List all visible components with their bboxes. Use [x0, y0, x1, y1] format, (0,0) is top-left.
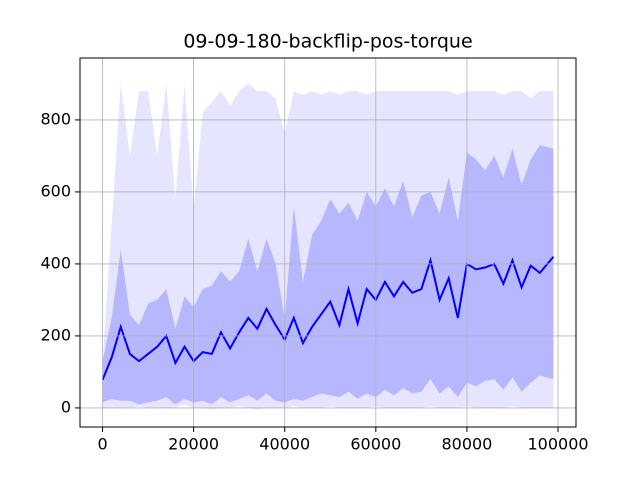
y-tick-label: 600	[40, 181, 71, 200]
y-tick-label: 200	[40, 325, 71, 344]
band-area	[102, 145, 554, 405]
y-tick-label: 800	[40, 109, 71, 128]
plot-frame	[79, 57, 577, 428]
x-tick-label: 60000	[350, 435, 401, 454]
x-tick-label: 0	[97, 435, 107, 454]
x-tick-label: 20000	[168, 435, 219, 454]
chart-title: 09-09-180-backflip-pos-torque	[183, 31, 472, 53]
y-tick-label: 0	[61, 397, 71, 416]
x-tick-label: 100000	[527, 435, 588, 454]
x-tick-label: 80000	[441, 435, 492, 454]
y-tick-label: 400	[40, 253, 71, 272]
band-area	[102, 83, 554, 410]
mean-line	[101, 256, 555, 381]
x-tick-label: 40000	[259, 435, 310, 454]
